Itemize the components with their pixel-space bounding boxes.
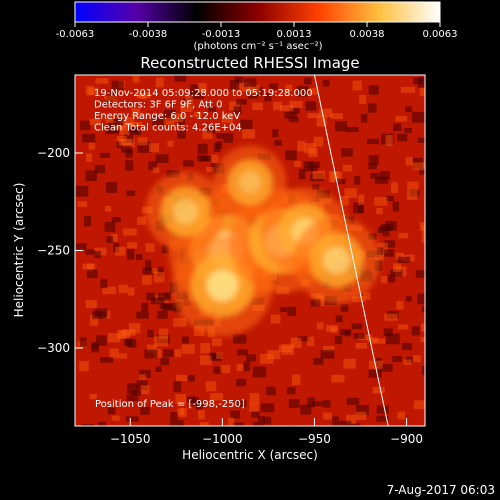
colorbar-tick-label: 0.0038 (350, 29, 385, 40)
footer-date: 7-Aug-2017 06:03 (387, 483, 495, 497)
colorbar-ticks: -0.0063 -0.0038 -0.0013 0.0013 0.0038 0.0063 (56, 22, 458, 40)
plot-image (75, 75, 425, 426)
solar-limb-line (313, 75, 389, 426)
colorbar-unit-label: (photons cm⁻² s⁻¹ asec⁻²) (193, 41, 322, 52)
info-line: Clean Total counts: 4.26E+04 (94, 123, 242, 134)
source-core (322, 246, 351, 274)
x-tick-label: −950 (298, 432, 331, 446)
chart-title: Reconstructed RHESSI Image (140, 54, 359, 72)
y-axis: −200 −250 −300 (37, 146, 83, 355)
source-core (173, 199, 199, 224)
observation-info: 19-Nov-2014 05:09:28.000 to 05:19:28.000… (94, 88, 313, 134)
colorbar-tick-label: 0.0063 (423, 29, 458, 40)
info-line: Energy Range: 6.0 - 12.0 keV (94, 111, 240, 122)
y-tick-label: −300 (37, 341, 70, 355)
x-tick-label: −1050 (110, 432, 151, 446)
x-tick-label: −900 (390, 432, 423, 446)
colorbar-tick-label: -0.0013 (202, 29, 241, 40)
y-tick-label: −200 (37, 146, 70, 160)
colorbar-tick-label: 0.0013 (277, 29, 312, 40)
y-axis-label: Heliocentric Y (arcsec) (12, 183, 26, 318)
colorbar-tick-label: -0.0038 (129, 29, 168, 40)
y-tick-label: −250 (37, 244, 70, 258)
x-axis-label: Heliocentric X (arcsec) (182, 448, 318, 462)
x-axis: −1050 −1000 −950 −900 (110, 418, 423, 446)
source-core (206, 269, 239, 302)
colorbar (74, 1, 441, 23)
peak-position-label: Position of Peak = [-998,-250] (95, 399, 245, 410)
info-line: 19-Nov-2014 05:09:28.000 to 05:19:28.000 (94, 88, 313, 99)
x-tick-label: −1000 (202, 432, 243, 446)
info-line: Detectors: 3F 6F 9F, Att 0 (94, 100, 222, 111)
colorbar-tick-label: -0.0063 (56, 29, 95, 40)
source-core (238, 170, 262, 194)
